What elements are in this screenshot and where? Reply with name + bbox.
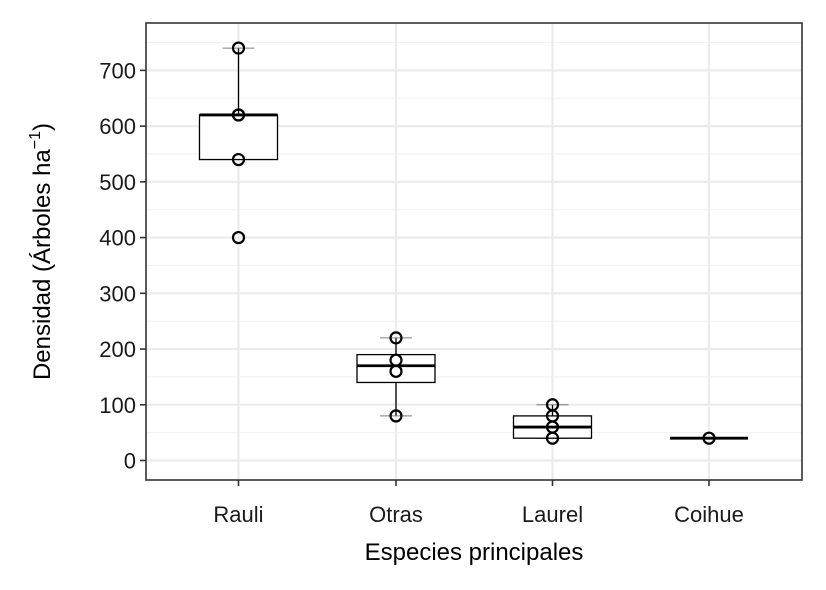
plot-marks (198, 41, 748, 445)
y-tick-label: 300 (99, 281, 136, 306)
x-axis-title: Especies principales (365, 539, 584, 566)
box-iqr (356, 353, 436, 384)
y-axis-title-main: Densidad (Árboles ha (29, 149, 56, 380)
panel-border (145, 22, 803, 481)
x-tick-label: Rauli (213, 502, 263, 527)
x-tick-label: Coihue (674, 502, 744, 527)
data-point (231, 230, 246, 245)
data-point (231, 108, 246, 122)
data-point (389, 331, 403, 345)
axes: 0 100 200 300 400 500 600 700 Rauli Otras Laurel Co… (99, 58, 744, 527)
box-rauli (198, 47, 279, 161)
y-axis-title-close: ) (29, 123, 56, 131)
data-point (231, 152, 246, 167)
y-axis-title: Densidad (Árboles ha−1) (27, 123, 56, 380)
data-point (545, 431, 560, 445)
data-point (389, 364, 403, 378)
data-point (389, 409, 403, 423)
y-tick-label: 500 (99, 170, 136, 195)
y-axis-title-superscript: −1 (27, 131, 44, 149)
data-point (231, 41, 246, 55)
y-tick-label: 100 (99, 393, 136, 418)
panel-background (146, 23, 802, 480)
grid (146, 23, 802, 480)
x-tick-label: Laurel (522, 502, 583, 527)
data-point (702, 431, 716, 445)
box-laurel (512, 404, 593, 439)
y-tick-label: 600 (99, 114, 136, 139)
x-tick-label: Otras (369, 502, 423, 527)
y-tick-label: 0 (124, 448, 136, 473)
y-tick-label: 200 (99, 337, 136, 362)
box-iqr (198, 114, 279, 161)
y-tick-label: 700 (99, 58, 136, 83)
y-tick-label: 400 (99, 226, 136, 251)
